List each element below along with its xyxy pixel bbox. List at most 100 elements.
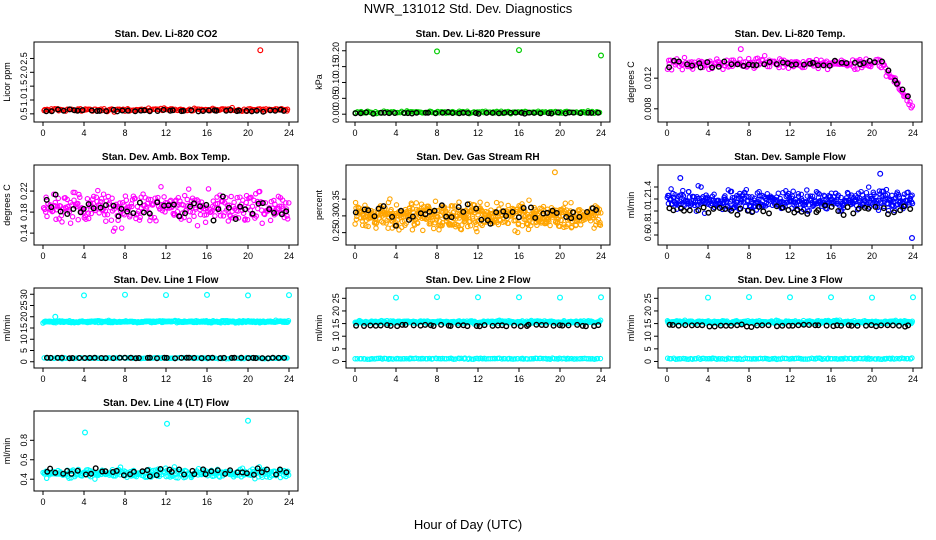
data-point bbox=[711, 191, 717, 198]
data-point bbox=[682, 322, 689, 329]
data-point bbox=[714, 56, 720, 62]
series-all-points-low bbox=[352, 355, 604, 362]
data-point bbox=[800, 356, 807, 362]
data-point bbox=[210, 217, 217, 224]
data-point bbox=[112, 225, 118, 231]
data-point bbox=[807, 60, 814, 67]
data-point bbox=[806, 322, 813, 329]
x-tick-label: 16 bbox=[514, 374, 524, 384]
data-point bbox=[700, 204, 707, 211]
data-point bbox=[451, 208, 457, 215]
data-point bbox=[840, 211, 847, 218]
x-tick-label: 4 bbox=[81, 497, 86, 507]
data-point bbox=[409, 227, 416, 233]
y-tick-label: 2.0 bbox=[19, 66, 29, 79]
data-point bbox=[863, 322, 870, 329]
data-point bbox=[873, 323, 880, 330]
data-point bbox=[249, 203, 256, 210]
data-point bbox=[489, 322, 496, 329]
data-point bbox=[47, 465, 54, 472]
page-title: NWR_131012 Std. Dev. Diagnostics bbox=[363, 1, 573, 16]
x-tick-label: 24 bbox=[596, 128, 606, 138]
data-point bbox=[871, 59, 878, 66]
data-point bbox=[422, 109, 429, 116]
data-point bbox=[383, 220, 389, 226]
x-tick-label: 12 bbox=[161, 251, 171, 261]
data-point bbox=[860, 60, 867, 67]
data-point bbox=[281, 354, 288, 361]
data-point bbox=[254, 465, 261, 472]
panel-1: Stan. Dev. Li-820 CO2 Licor ppm 0 4 8 12 16 20 2… bbox=[2, 29, 299, 138]
data-point bbox=[688, 59, 695, 65]
y-axis-label: ml/min bbox=[2, 315, 12, 342]
data-point bbox=[828, 203, 835, 210]
data-point bbox=[430, 225, 437, 232]
data-point bbox=[377, 322, 384, 329]
data-point bbox=[84, 196, 91, 202]
data-point bbox=[715, 63, 722, 70]
x-tick-label: 12 bbox=[473, 251, 483, 261]
panel-title: Stan. Dev. Amb. Box Temp. bbox=[102, 152, 230, 163]
y-tick-label: 0 bbox=[19, 359, 29, 364]
data-point bbox=[417, 322, 424, 329]
data-point bbox=[875, 207, 882, 214]
data-point bbox=[484, 201, 490, 208]
data-point bbox=[97, 202, 103, 208]
y-tick-label: 25 bbox=[643, 293, 653, 303]
data-point bbox=[584, 208, 591, 215]
data-point bbox=[217, 213, 224, 219]
data-point bbox=[217, 355, 224, 362]
data-point bbox=[760, 208, 767, 215]
data-point bbox=[909, 192, 915, 198]
data-point bbox=[68, 470, 75, 477]
data-point bbox=[372, 322, 379, 329]
data-point bbox=[85, 215, 92, 222]
data-point bbox=[120, 472, 127, 479]
data-point bbox=[386, 110, 393, 117]
data-point bbox=[675, 322, 682, 329]
data-point bbox=[353, 322, 360, 329]
data-point bbox=[559, 322, 566, 329]
data-point bbox=[259, 355, 266, 362]
data-point bbox=[794, 206, 801, 213]
data-point bbox=[118, 205, 125, 212]
data-point bbox=[361, 206, 368, 213]
x-tick-label: 12 bbox=[161, 128, 171, 138]
data-point bbox=[464, 201, 471, 208]
data-point bbox=[55, 106, 62, 113]
data-point bbox=[889, 322, 896, 329]
data-point bbox=[200, 107, 207, 114]
data-point bbox=[52, 469, 59, 476]
panel-5: Stan. Dev. Gas Stream RH percent 0 4 8 12 16 20… bbox=[314, 152, 611, 261]
panel-9: Stan. Dev. Line 3 Flow ml/min 0 4 8 12 16 20 24 0… bbox=[626, 275, 923, 384]
data-point bbox=[525, 321, 532, 328]
data-point bbox=[505, 220, 512, 227]
data-point bbox=[403, 355, 410, 362]
data-point bbox=[275, 354, 282, 361]
data-point bbox=[398, 356, 404, 362]
outlier-point bbox=[909, 294, 916, 301]
data-point bbox=[438, 202, 445, 209]
data-point bbox=[259, 220, 265, 227]
data-point bbox=[597, 355, 604, 362]
data-point bbox=[280, 107, 287, 114]
data-point bbox=[99, 468, 106, 475]
data-point bbox=[251, 197, 257, 204]
data-point bbox=[90, 193, 97, 200]
data-point bbox=[749, 62, 756, 69]
data-point bbox=[478, 216, 485, 223]
outlier-point bbox=[204, 291, 211, 298]
series-hourly-mean bbox=[352, 108, 602, 117]
data-point bbox=[215, 206, 222, 213]
x-tick-label: 4 bbox=[81, 128, 86, 138]
panel-title: Stan. Dev. Li-820 Temp. bbox=[735, 29, 846, 40]
data-point bbox=[880, 59, 886, 66]
data-point bbox=[761, 61, 768, 68]
data-point bbox=[503, 212, 510, 219]
data-point bbox=[98, 198, 104, 205]
x-tick-label: 12 bbox=[473, 374, 483, 384]
data-point bbox=[468, 356, 475, 362]
series-hourly-mean bbox=[44, 465, 290, 480]
data-point bbox=[737, 205, 744, 212]
data-point bbox=[160, 106, 167, 113]
